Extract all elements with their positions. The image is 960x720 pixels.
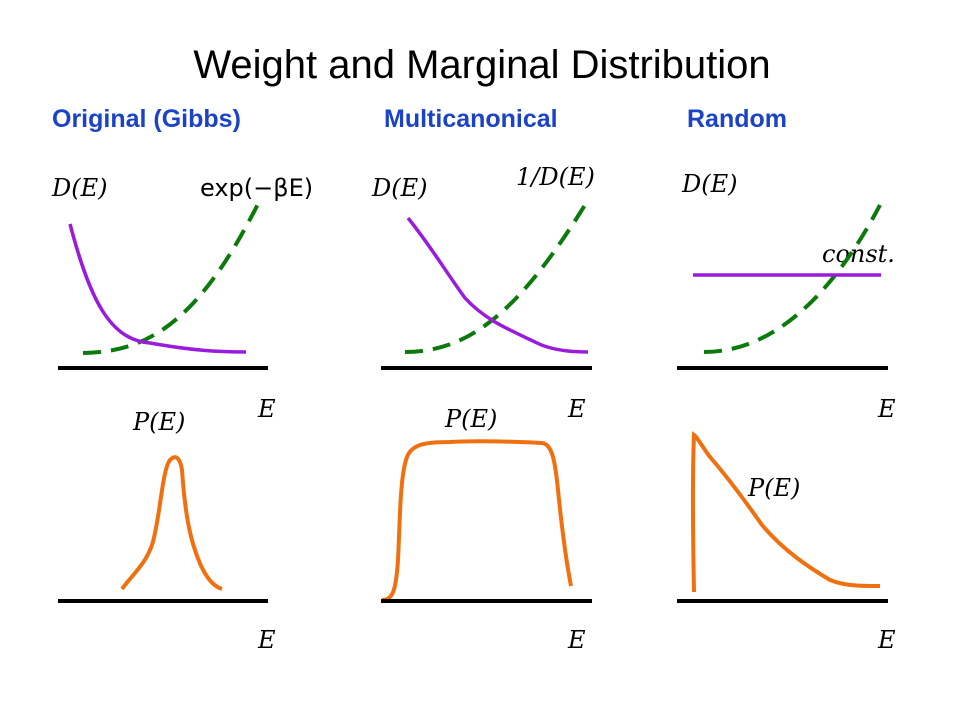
slide-title: Weight and Marginal Distribution bbox=[193, 43, 770, 87]
panel-random-bottom: P(E) E bbox=[677, 431, 896, 654]
axis-label-e: E bbox=[257, 626, 276, 654]
axis-label-e: E bbox=[257, 395, 276, 423]
axis-label-e: E bbox=[567, 626, 586, 654]
dos-label: D(E) bbox=[681, 170, 738, 198]
prob-label: P(E) bbox=[132, 408, 185, 436]
panel-gibbs-top: D(E) exp(−βE) E bbox=[51, 174, 313, 423]
panel-random-top: D(E) const. E bbox=[677, 170, 896, 423]
prob-label: P(E) bbox=[747, 474, 800, 502]
dos-label: D(E) bbox=[371, 174, 428, 202]
heading-random: Random bbox=[687, 105, 787, 133]
probability-curve bbox=[381, 439, 573, 602]
weight-label: exp(−βE) bbox=[200, 174, 313, 202]
heading-gibbs: Original (Gibbs) bbox=[52, 105, 241, 133]
axis-label-e: E bbox=[877, 395, 896, 423]
weight-curve bbox=[703, 204, 882, 354]
dos-curve bbox=[406, 216, 589, 354]
panel-multicanonical-top: D(E) 1/D(E) E bbox=[371, 163, 595, 423]
prob-label: P(E) bbox=[444, 405, 497, 433]
probability-curve bbox=[120, 455, 223, 591]
weight-label: 1/D(E) bbox=[516, 163, 595, 191]
probability-curve bbox=[690, 431, 881, 593]
dos-curve bbox=[68, 223, 247, 354]
weight-curve bbox=[404, 203, 587, 354]
weight-curve bbox=[82, 199, 262, 355]
axis-label-e: E bbox=[877, 626, 896, 654]
axis-label-e: E bbox=[567, 395, 586, 423]
panel-gibbs-bottom: P(E) E bbox=[58, 408, 276, 654]
heading-multicanonical: Multicanonical bbox=[384, 105, 558, 133]
panel-multicanonical-bottom: P(E) E bbox=[381, 405, 592, 654]
weight-label: const. bbox=[822, 240, 895, 268]
dos-label: D(E) bbox=[51, 174, 108, 202]
